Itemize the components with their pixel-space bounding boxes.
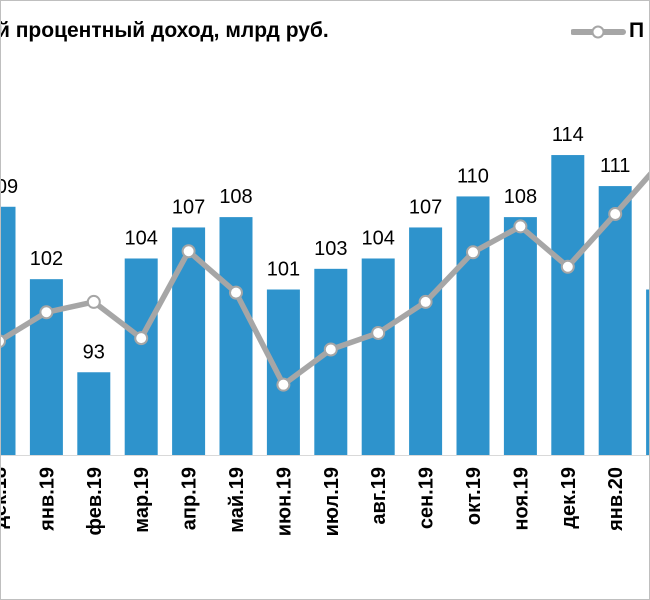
line-point-4: [181, 244, 196, 259]
bar-label-8: 104: [362, 227, 395, 249]
bar-label-3: 104: [125, 227, 158, 249]
line-point-10: [466, 245, 480, 260]
bar-6: [266, 289, 300, 455]
x-tick-label-1: янв.19: [36, 467, 58, 532]
x-tick-label-3: мар.19: [131, 467, 153, 533]
bar-9: [409, 227, 443, 455]
bar-label-6: 101: [267, 259, 300, 281]
legend-line-name: П: [629, 19, 645, 42]
line-point-8: [371, 325, 386, 340]
bar-5: [219, 217, 253, 455]
bar-label-5: 108: [219, 186, 252, 208]
x-tick-label-7: июл.19: [321, 467, 343, 536]
x-tick-label-11: ноя.19: [510, 467, 532, 531]
line-point-12: [560, 259, 575, 274]
x-tick-label-5: май.19: [226, 467, 248, 533]
x-tick-label-8: авг.19: [368, 467, 390, 525]
line-point-2: [86, 294, 101, 309]
line-point-13: [608, 207, 623, 222]
bar-0: [1, 206, 16, 455]
bar-label-2: 93: [83, 341, 105, 363]
line-series-path: [1, 171, 649, 388]
line-point-0: [1, 334, 6, 348]
bar-4: [172, 227, 206, 455]
line-point-5: [229, 285, 243, 300]
bar-label-1: 102: [30, 248, 63, 270]
legend-line-marker: [571, 25, 626, 39]
x-tick-label-4: апр.19: [179, 467, 201, 530]
line-point-6: [276, 377, 291, 392]
x-tick-label-13: янв.20: [605, 467, 627, 532]
bar-3: [124, 258, 158, 455]
bar-10: [456, 196, 490, 455]
bar-2: [77, 372, 111, 455]
x-tick-label-12: дек.19: [558, 467, 580, 529]
bar-label-13: 111: [600, 155, 630, 177]
line-point-9: [418, 294, 433, 309]
bar-label-4: 107: [172, 196, 205, 218]
line-point-7: [323, 342, 338, 357]
line-point-11: [513, 219, 528, 234]
chart-title: й процентный доход, млрд руб.: [0, 19, 329, 42]
bar-11: [503, 217, 537, 455]
x-tick-label-0: дек.18: [1, 467, 11, 529]
x-tick-label-2: фев.19: [84, 467, 106, 535]
bar-label-9: 107: [409, 196, 442, 218]
bar-7: [314, 268, 348, 455]
x-tick-label-9: сен.19: [416, 467, 438, 529]
bar-label-12: 114: [552, 124, 584, 146]
x-tick-label-10: окт.19: [463, 467, 485, 525]
line-point-1: [39, 305, 54, 320]
bar-8: [361, 258, 395, 455]
bar-label-11: 108: [504, 186, 537, 208]
bar-label-0: 09: [1, 176, 18, 198]
line-point-3: [134, 331, 149, 346]
bar-label-7: 103: [314, 238, 347, 260]
bar-13: [598, 186, 632, 456]
bar-12: [551, 155, 585, 456]
bar-14: [646, 289, 649, 455]
bar-label-10: 110: [457, 165, 489, 187]
x-tick-label-6: июн.19: [273, 467, 295, 536]
